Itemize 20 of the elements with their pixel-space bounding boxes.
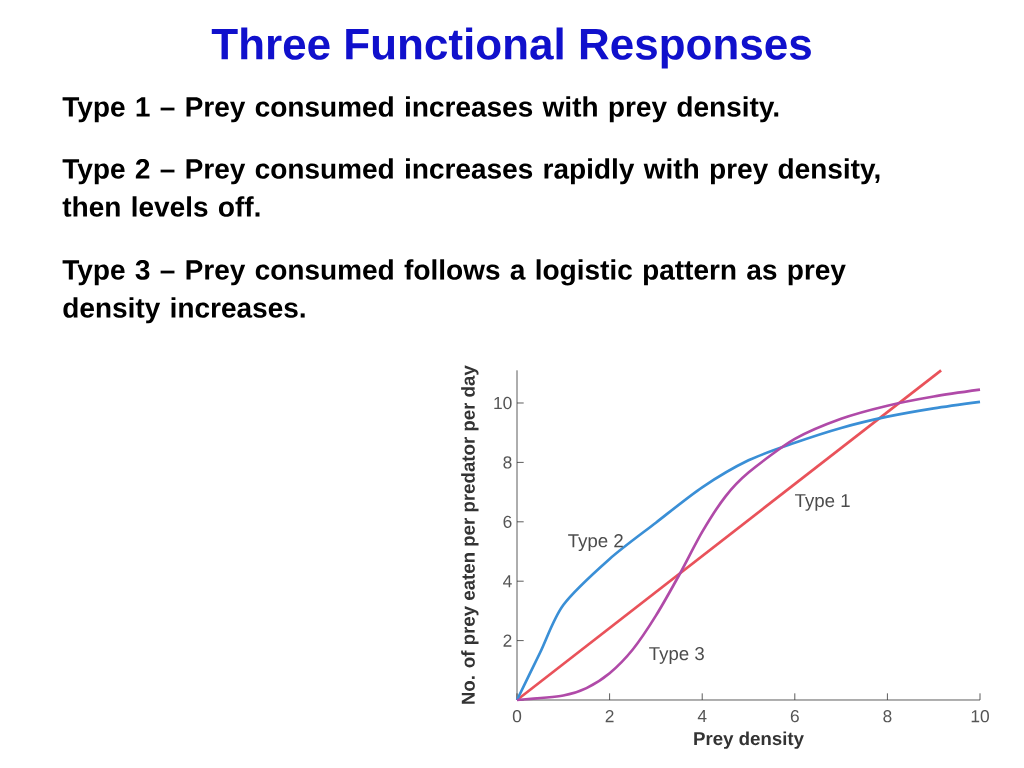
y-tick-label: 6 — [503, 515, 512, 528]
x-axis-title: Prey density — [694, 731, 804, 749]
y-tick-label: 4 — [503, 575, 512, 588]
y-axis-title: No. of prey eaten per predator per day — [461, 365, 479, 704]
text: Type 2 – Prey consumed increases rapidly with prey density, then levels off. — [62, 158, 880, 217]
series-label: Type 2 — [568, 534, 623, 552]
x-tick-label: 8 — [883, 710, 892, 723]
y-tick-label: 8 — [503, 456, 512, 469]
text: Type 1 – Prey consumed increases with prey density. — [62, 96, 779, 123]
y-tick-label: 10 — [494, 396, 512, 410]
series-label: Type 3 — [649, 646, 704, 664]
y-tick-label: 2 — [503, 634, 512, 647]
x-tick-label: 4 — [697, 710, 707, 722]
x-tick-label: 2 — [605, 710, 614, 723]
chart-title: Three Functional Responses — [211, 27, 811, 69]
x-tick-label: 0 — [512, 710, 522, 723]
series-label: Type 1 — [794, 494, 850, 511]
x-tick-label: 6 — [790, 710, 799, 723]
x-tick-label: 10 — [971, 710, 989, 723]
text: Type 3 – Prey consumed follows a logistic pattern as prey density increases. — [62, 259, 846, 324]
